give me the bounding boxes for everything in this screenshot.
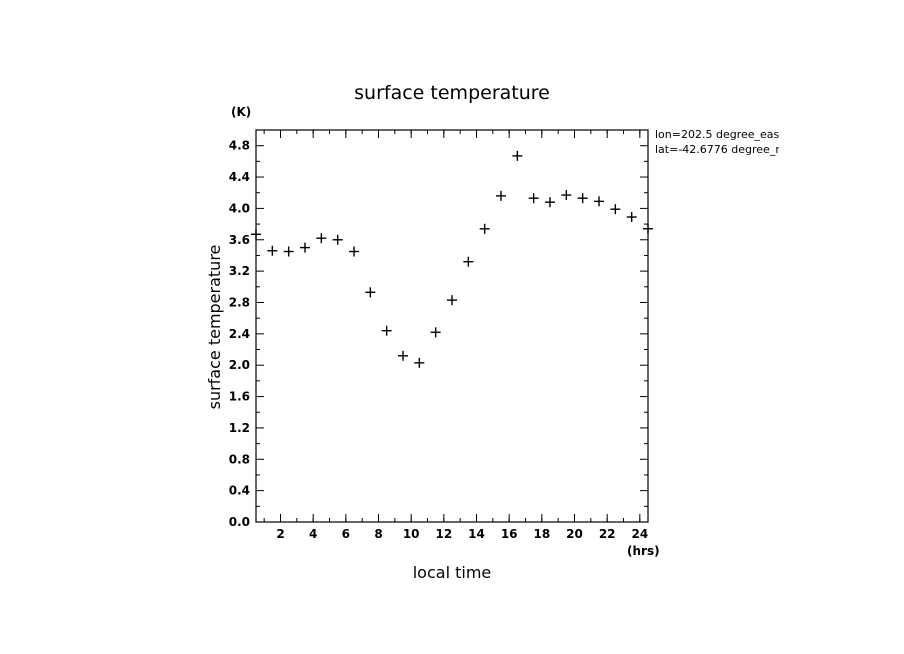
location-annotations: lon=202.5 degree_east lat=-42.6776 degree… xyxy=(655,128,805,156)
data-point xyxy=(626,212,637,223)
data-point xyxy=(447,295,457,306)
location-annotation: lon=202.5 degree_east xyxy=(655,128,784,141)
x-tick-label: 2 xyxy=(276,527,284,541)
y-tick-label: 2.4 xyxy=(229,327,250,341)
x-tick-label: 24 xyxy=(631,527,648,541)
x-tick-label: 8 xyxy=(374,527,382,541)
x-axis-label: local time xyxy=(413,563,492,582)
x-tick-label: 4 xyxy=(309,527,317,541)
data-point xyxy=(594,196,604,207)
y-tick-label: 0.4 xyxy=(229,484,250,498)
x-tick-label: 6 xyxy=(342,527,350,541)
x-tick-label: 12 xyxy=(435,527,452,541)
data-point xyxy=(643,223,653,234)
y-tick-label: 1.2 xyxy=(229,421,250,435)
data-point xyxy=(267,245,278,256)
data-points xyxy=(251,150,653,368)
y-tick-label: 4.0 xyxy=(229,201,250,215)
x-unit-label: (hrs) xyxy=(627,544,660,558)
data-point xyxy=(381,325,392,336)
data-point xyxy=(610,204,621,215)
y-tick-label: 4.4 xyxy=(229,170,250,184)
data-point xyxy=(300,242,310,253)
y-tick-label: 3.6 xyxy=(229,233,250,247)
data-point xyxy=(316,233,327,244)
data-point xyxy=(528,193,539,204)
data-point xyxy=(365,287,376,298)
data-point xyxy=(545,197,555,208)
data-point xyxy=(463,256,474,267)
data-point xyxy=(561,190,572,201)
axis-ticks: 2 4 6 8 10 12 14 16 18 20 22 240.00.40.81.21.62.02.… xyxy=(229,130,648,541)
x-tick-label: 14 xyxy=(468,527,485,541)
plot-frame xyxy=(255,129,649,523)
x-tick-label: 22 xyxy=(599,527,616,541)
x-tick-label: 16 xyxy=(501,527,518,541)
data-point xyxy=(251,229,261,240)
x-tick-label: 10 xyxy=(403,527,420,541)
y-tick-label: 2.8 xyxy=(229,295,250,309)
data-point xyxy=(512,150,523,161)
location-annotation: lat=-42.6776 degree_north xyxy=(655,143,805,156)
y-tick-label: 2.0 xyxy=(229,358,250,372)
y-tick-label: 3.2 xyxy=(229,264,250,278)
data-point xyxy=(479,223,490,234)
y-tick-label: 0.8 xyxy=(229,452,250,466)
data-point xyxy=(398,350,408,361)
chart-title: surface temperature xyxy=(354,82,550,104)
data-point xyxy=(496,190,506,201)
data-point xyxy=(332,234,343,245)
data-point xyxy=(577,193,588,204)
x-tick-label: 20 xyxy=(566,527,583,541)
data-point xyxy=(414,357,425,368)
y-tick-label: 0.0 xyxy=(229,515,250,529)
data-point xyxy=(283,246,294,257)
y-unit-label: (K) xyxy=(231,105,251,119)
x-tick-label: 18 xyxy=(533,527,550,541)
data-point xyxy=(430,327,441,338)
data-point xyxy=(349,246,359,257)
y-tick-label: 1.6 xyxy=(229,390,250,404)
y-tick-label: 4.8 xyxy=(229,139,250,153)
y-axis-label: surface temperature xyxy=(205,245,224,410)
